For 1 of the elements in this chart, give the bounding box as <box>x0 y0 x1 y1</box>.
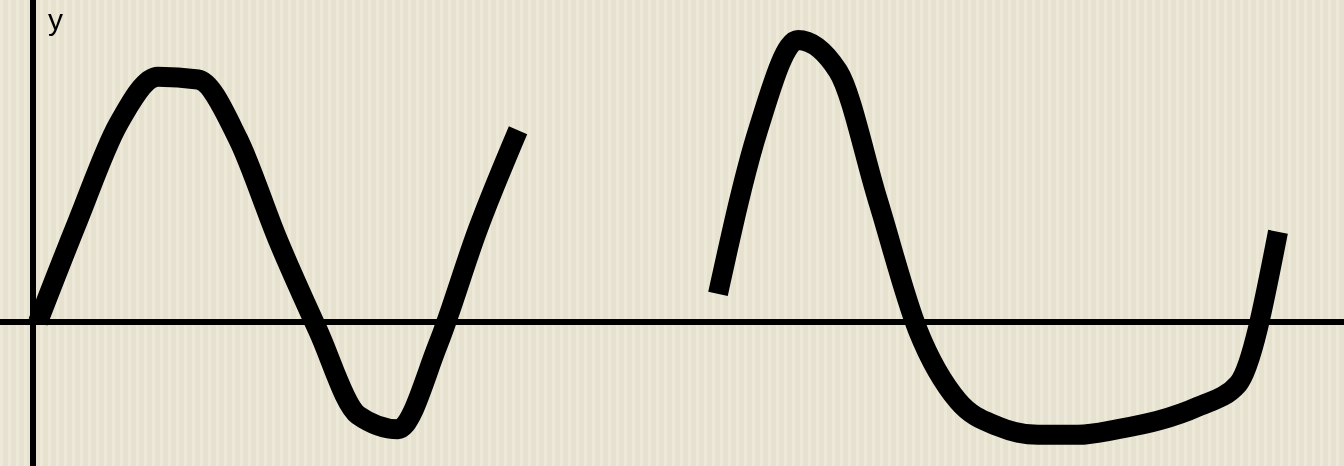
y-axis-title: y <box>48 3 63 36</box>
